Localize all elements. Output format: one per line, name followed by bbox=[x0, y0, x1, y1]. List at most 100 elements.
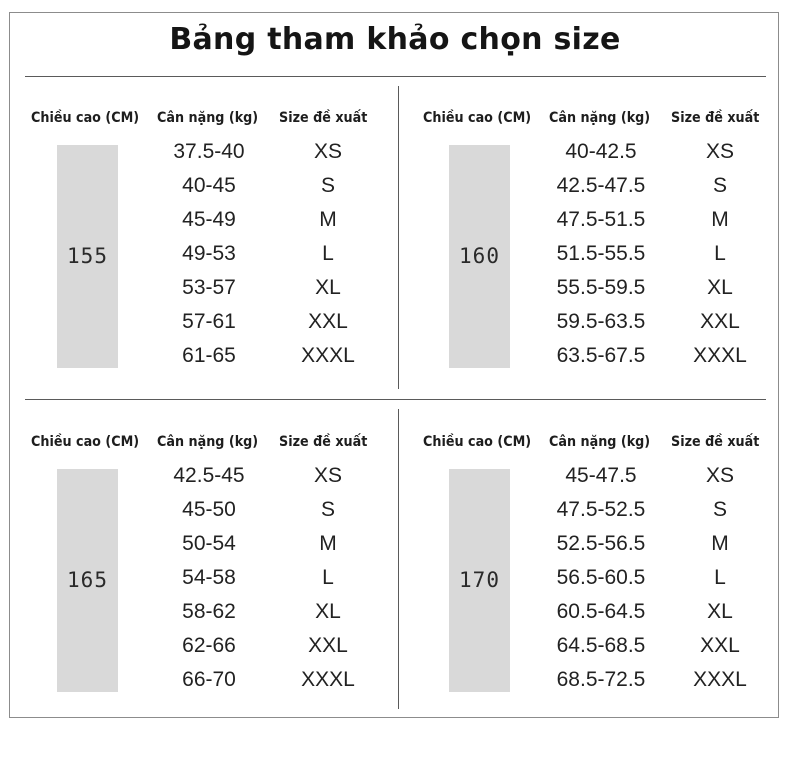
size-value: L bbox=[322, 242, 334, 265]
weight-value: 51.5-55.5 bbox=[556, 242, 646, 265]
weight-value: 42.5-47.5 bbox=[556, 174, 646, 197]
table-row: 55.5-59.5 XL bbox=[541, 276, 781, 310]
chart-frame bbox=[9, 12, 779, 718]
header-size: Size đề xuất bbox=[279, 110, 368, 126]
height-cell: 160 bbox=[449, 145, 510, 368]
size-value: XS bbox=[313, 140, 342, 163]
size-value: M bbox=[711, 532, 729, 555]
weight-value: 55.5-59.5 bbox=[556, 276, 646, 299]
header-size: Size đề xuất bbox=[671, 434, 760, 450]
size-value: XXXL bbox=[693, 668, 747, 691]
size-value: XXXL bbox=[301, 668, 355, 691]
table-row: 57-61 XXL bbox=[149, 310, 389, 344]
height-value: 155 bbox=[67, 244, 108, 268]
weight-value: 58-62 bbox=[182, 600, 236, 623]
weight-value: 50-54 bbox=[182, 532, 236, 555]
table-row: 59.5-63.5 XXL bbox=[541, 310, 781, 344]
table-row: 47.5-52.5 S bbox=[541, 498, 781, 532]
size-value: XXL bbox=[700, 310, 740, 333]
weight-value: 37.5-40 bbox=[173, 140, 245, 163]
size-value: S bbox=[712, 498, 727, 521]
table-row: 66-70 XXXL bbox=[149, 668, 389, 702]
size-value: XXL bbox=[308, 310, 348, 333]
upper-column-divider bbox=[398, 86, 399, 389]
weight-value: 40-42.5 bbox=[565, 140, 637, 163]
weight-value: 63.5-67.5 bbox=[556, 344, 646, 367]
size-value: XXXL bbox=[301, 344, 355, 367]
size-value: L bbox=[714, 242, 726, 265]
middle-divider bbox=[25, 399, 766, 400]
table-row: 40-45 S bbox=[149, 174, 389, 208]
weight-value: 42.5-45 bbox=[173, 464, 245, 487]
table-row: 53-57 XL bbox=[149, 276, 389, 310]
weight-value: 66-70 bbox=[182, 668, 236, 691]
height-cell: 155 bbox=[57, 145, 118, 368]
page-title: Bảng tham khảo chọn size bbox=[169, 22, 621, 57]
table-row: 45-50 S bbox=[149, 498, 389, 532]
size-value: L bbox=[322, 566, 334, 589]
size-value: M bbox=[711, 208, 729, 231]
size-value: XL bbox=[315, 276, 341, 299]
table-row: 51.5-55.5 L bbox=[541, 242, 781, 276]
weight-value: 53-57 bbox=[182, 276, 236, 299]
table-row: 62-66 XXL bbox=[149, 634, 389, 668]
weight-value: 56.5-60.5 bbox=[556, 566, 646, 589]
header-weight: Cân nặng (kg) bbox=[549, 434, 651, 450]
size-table-155: Chiều cao (CM) Cân nặng (kg) Size đề xuấ… bbox=[31, 110, 411, 410]
table-row: 50-54 M bbox=[149, 532, 389, 566]
weight-value: 61-65 bbox=[182, 344, 236, 367]
table-row: 47.5-51.5 M bbox=[541, 208, 781, 242]
table-row: 42.5-47.5 S bbox=[541, 174, 781, 208]
size-value: M bbox=[319, 532, 337, 555]
header-height: Chiều cao (CM) bbox=[423, 434, 532, 450]
size-value: S bbox=[712, 174, 727, 197]
header-weight: Cân nặng (kg) bbox=[549, 110, 651, 126]
size-value: XXL bbox=[308, 634, 348, 657]
header-height: Chiều cao (CM) bbox=[31, 434, 140, 450]
weight-value: 68.5-72.5 bbox=[556, 668, 646, 691]
size-value: XXL bbox=[700, 634, 740, 657]
size-table-160: Chiều cao (CM) Cân nặng (kg) Size đề xuấ… bbox=[423, 110, 790, 410]
height-cell: 170 bbox=[449, 469, 510, 692]
table-row: 42.5-45 XS bbox=[149, 464, 389, 498]
size-value: XS bbox=[705, 140, 734, 163]
header-height: Chiều cao (CM) bbox=[423, 110, 532, 126]
table-row: 58-62 XL bbox=[149, 600, 389, 634]
weight-value: 47.5-52.5 bbox=[556, 498, 646, 521]
table-row: 49-53 L bbox=[149, 242, 389, 276]
weight-value: 40-45 bbox=[182, 174, 236, 197]
header-weight: Cân nặng (kg) bbox=[157, 110, 259, 126]
size-value: M bbox=[319, 208, 337, 231]
table-row: 54-58 L bbox=[149, 566, 389, 600]
table-row: 45-49 M bbox=[149, 208, 389, 242]
table-row: 63.5-67.5 XXXL bbox=[541, 344, 781, 378]
height-value: 170 bbox=[459, 568, 500, 592]
size-value: L bbox=[714, 566, 726, 589]
height-value: 160 bbox=[459, 244, 500, 268]
table-row: 68.5-72.5 XXXL bbox=[541, 668, 781, 702]
size-value: XL bbox=[315, 600, 341, 623]
weight-value: 52.5-56.5 bbox=[556, 532, 646, 555]
weight-value: 54-58 bbox=[182, 566, 236, 589]
weight-value: 49-53 bbox=[182, 242, 236, 265]
weight-value: 64.5-68.5 bbox=[556, 634, 646, 657]
header-size: Size đề xuất bbox=[279, 434, 368, 450]
size-table-170: Chiều cao (CM) Cân nặng (kg) Size đề xuấ… bbox=[423, 434, 790, 734]
header-size: Size đề xuất bbox=[671, 110, 760, 126]
size-value: XS bbox=[313, 464, 342, 487]
weight-value: 60.5-64.5 bbox=[556, 600, 646, 623]
weight-value: 59.5-63.5 bbox=[556, 310, 646, 333]
table-row: 45-47.5 XS bbox=[541, 464, 781, 498]
weight-value: 45-49 bbox=[182, 208, 236, 231]
lower-column-divider bbox=[398, 409, 399, 709]
table-row: 64.5-68.5 XXL bbox=[541, 634, 781, 668]
size-value: XL bbox=[707, 600, 733, 623]
title-divider bbox=[25, 76, 766, 77]
height-value: 165 bbox=[67, 568, 108, 592]
size-value: S bbox=[320, 174, 335, 197]
table-row: 61-65 XXXL bbox=[149, 344, 389, 378]
table-row: 56.5-60.5 L bbox=[541, 566, 781, 600]
table-row: 60.5-64.5 XL bbox=[541, 600, 781, 634]
header-height: Chiều cao (CM) bbox=[31, 110, 140, 126]
table-row: 40-42.5 XS bbox=[541, 140, 781, 174]
